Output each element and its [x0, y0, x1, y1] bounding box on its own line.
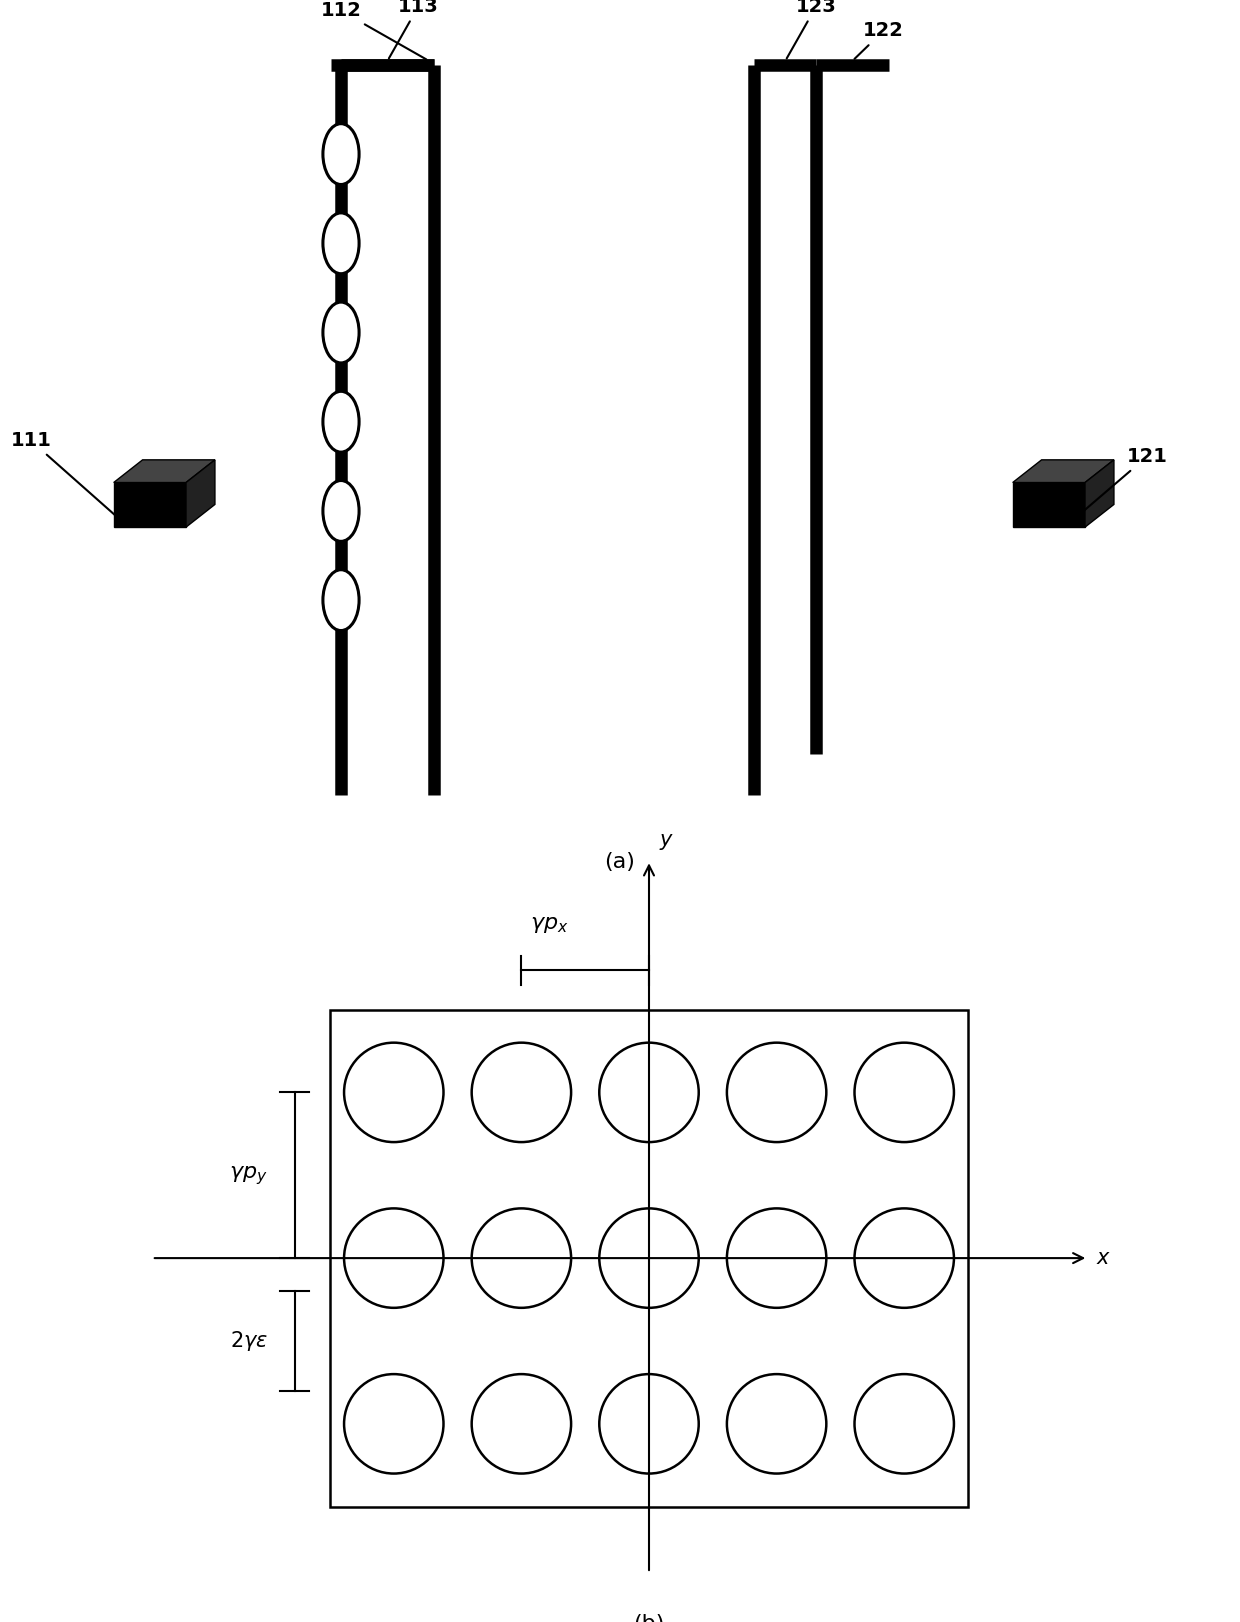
- Circle shape: [343, 1043, 444, 1142]
- Text: (b): (b): [634, 1614, 665, 1622]
- Circle shape: [727, 1208, 826, 1307]
- Polygon shape: [114, 483, 186, 527]
- Ellipse shape: [322, 302, 360, 363]
- Polygon shape: [1085, 461, 1114, 527]
- Text: $\gamma p_y$: $\gamma p_y$: [229, 1165, 268, 1187]
- Ellipse shape: [322, 569, 360, 631]
- Polygon shape: [186, 461, 215, 527]
- Circle shape: [854, 1043, 954, 1142]
- Text: $\gamma p_x$: $\gamma p_x$: [529, 915, 568, 934]
- Circle shape: [343, 1374, 444, 1473]
- Polygon shape: [1013, 483, 1085, 527]
- Text: $y$: $y$: [658, 832, 675, 852]
- Ellipse shape: [322, 391, 360, 453]
- Text: 112: 112: [320, 2, 427, 60]
- Text: $2\gamma\varepsilon$: $2\gamma\varepsilon$: [229, 1328, 268, 1353]
- Text: (a): (a): [605, 852, 635, 871]
- Ellipse shape: [322, 212, 360, 274]
- Polygon shape: [1013, 461, 1114, 483]
- Circle shape: [599, 1043, 698, 1142]
- Circle shape: [727, 1374, 826, 1473]
- Text: 111: 111: [10, 431, 122, 521]
- Text: $x$: $x$: [1096, 1247, 1111, 1268]
- Ellipse shape: [322, 123, 360, 185]
- Circle shape: [599, 1208, 698, 1307]
- Bar: [330, 1009, 968, 1507]
- Text: 122: 122: [854, 21, 904, 58]
- Circle shape: [854, 1374, 954, 1473]
- Circle shape: [343, 1208, 444, 1307]
- Circle shape: [471, 1043, 572, 1142]
- Polygon shape: [114, 461, 215, 483]
- Circle shape: [599, 1374, 698, 1473]
- Text: 121: 121: [1071, 448, 1167, 521]
- Circle shape: [471, 1208, 572, 1307]
- Text: 123: 123: [786, 0, 837, 58]
- Circle shape: [727, 1043, 826, 1142]
- Circle shape: [854, 1208, 954, 1307]
- Ellipse shape: [322, 480, 360, 542]
- Circle shape: [471, 1374, 572, 1473]
- Text: 113: 113: [389, 0, 439, 58]
